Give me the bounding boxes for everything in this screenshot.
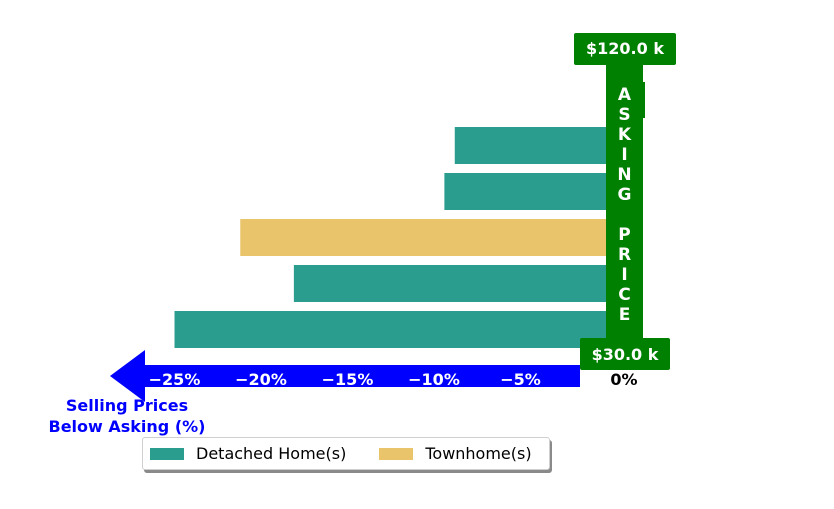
x-ticks-group: −25% −20% −15% −10% −5% 0% — [149, 370, 638, 389]
asking-price-letter-5: N — [617, 165, 631, 185]
legend: Detached Home(s) Townhome(s) — [142, 437, 550, 470]
x-tick-label-5: −5% — [500, 370, 541, 389]
bars-group — [174, 127, 608, 348]
asking-price-bar — [606, 58, 643, 348]
asking-price-letter-8: P — [618, 225, 630, 245]
asking-price-letter-4: I — [621, 145, 627, 165]
legend-label-detached: Detached Home(s) — [196, 444, 347, 463]
x-axis-label-line-2: Below Asking (%) — [48, 417, 206, 436]
legend-label-townhome: Townhome(s) — [425, 444, 532, 463]
asking-price-letter-9: R — [618, 245, 631, 265]
legend-item-detached: Detached Home(s) — [150, 444, 346, 463]
x-axis-label: Selling Prices Below Asking (%) — [36, 395, 218, 437]
x-axis-label-line-1: Selling Prices — [65, 396, 189, 415]
asking-price-bottom-label: $30.0 k — [592, 345, 659, 364]
x-axis-arrow — [110, 350, 580, 402]
asking-price-letter-11: C — [618, 285, 630, 305]
legend-swatch-townhome — [379, 447, 414, 460]
x-tick-label-3: −15% — [322, 370, 374, 389]
bar-2 — [444, 173, 607, 210]
asking-price-letter-3: K — [618, 125, 632, 145]
asking-price-top-box — [574, 33, 676, 65]
bar-3 — [240, 219, 608, 256]
asking-price-letter-10: I — [621, 265, 627, 285]
legend-item-townhome: Townhome(s) — [379, 444, 532, 463]
legend-swatch-detached — [150, 447, 184, 460]
asking-price-notch — [640, 82, 645, 118]
asking-price-top-label: $120.0 k — [586, 39, 664, 58]
asking-price-letter-2: S — [618, 105, 630, 125]
asking-price-letter-1: A — [618, 85, 632, 105]
bar-5 — [174, 311, 607, 348]
asking-price-letter-12: E — [619, 305, 631, 325]
asking-price-bottom-box — [580, 338, 670, 370]
bar-4 — [293, 265, 607, 302]
x-tick-label-1: −25% — [149, 370, 201, 389]
x-tick-label-4: −10% — [408, 370, 460, 389]
x-tick-label-2: −20% — [235, 370, 287, 389]
x-tick-label-6: 0% — [610, 370, 637, 389]
bar-1 — [454, 127, 607, 164]
asking-price-letter-6: G — [618, 185, 632, 205]
